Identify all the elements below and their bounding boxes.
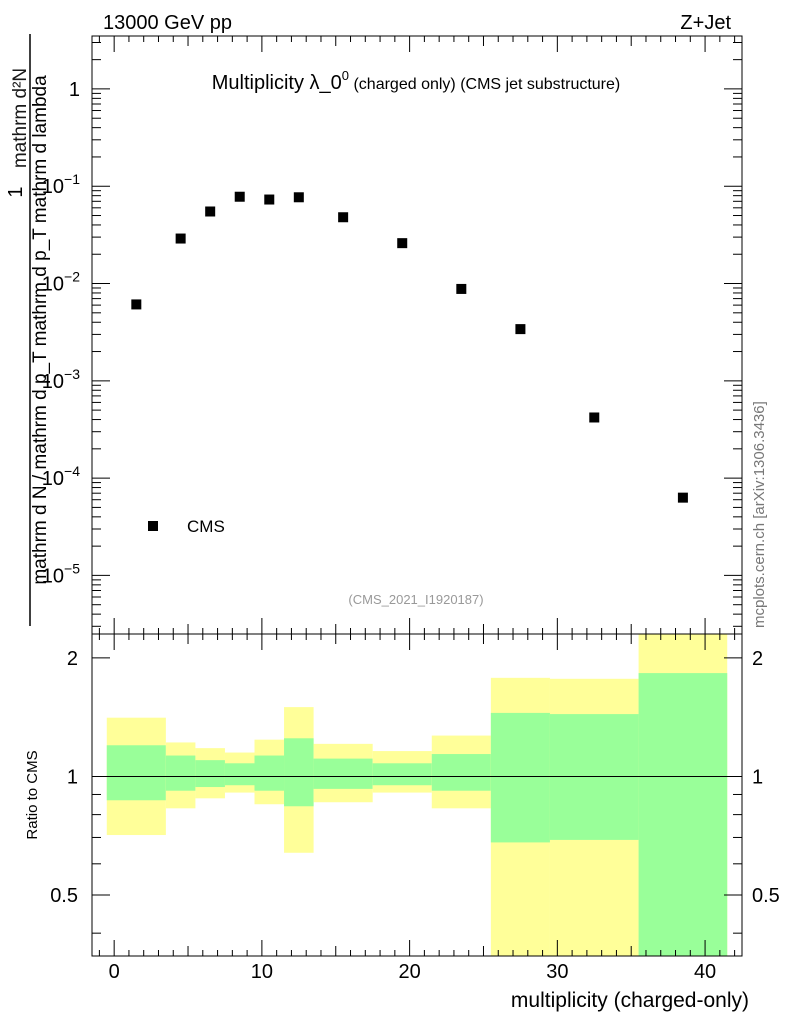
data-point-cms <box>205 206 216 217</box>
legend-marker <box>148 521 158 531</box>
main-x-ticks <box>98 36 736 634</box>
data-point-cms <box>338 212 349 223</box>
ratio-band-inner <box>224 763 255 786</box>
x-tick-label: 30 <box>546 961 568 983</box>
main-title-superscript: 0 <box>342 68 349 83</box>
data-point-cms <box>515 324 526 335</box>
ratio-panel: 2 2 1 1 0.5 0.5 0 10 20 30 40 Ratio to CMS multip… <box>24 633 780 1012</box>
ratio-x-ticks: 0 10 20 30 40 <box>98 634 736 983</box>
ratio-frame <box>91 633 743 957</box>
x-axis-label: multiplicity (charged-only) <box>511 989 749 1012</box>
data-point-cms <box>293 192 304 203</box>
main-y-label-inner-top: mathrm d²N <box>10 68 31 168</box>
ratio-y-axis-label: Ratio to CMS <box>24 750 41 839</box>
x-tick-label: 40 <box>694 961 716 983</box>
ratio-band-inner <box>106 745 166 801</box>
main-y-tick-label: 10−2 <box>42 269 80 296</box>
ratio-y-tick-label-left: 1 <box>67 766 78 788</box>
main-y-tick-exponent: −5 <box>64 560 80 576</box>
ratio-band-inner <box>284 738 314 807</box>
data-point-cms <box>589 412 600 423</box>
ratio-band-inner <box>638 673 728 956</box>
main-y-tick-base: 10 <box>42 176 64 198</box>
ratio-y-ticks: 2 2 1 1 0.5 0.5 <box>50 648 780 934</box>
main-y-ticks: 110−110−210−310−410−5 <box>42 42 742 627</box>
x-tick-label: 20 <box>398 961 420 983</box>
watermark: (CMS_2021_I1920187) <box>348 592 483 607</box>
ratio-band-inner <box>165 755 196 791</box>
main-y-tick-base: 10 <box>42 274 64 296</box>
ratio-band-inner <box>372 763 432 786</box>
x-tick-label: 10 <box>251 961 273 983</box>
main-data-points <box>131 191 688 503</box>
data-point-cms <box>131 299 142 310</box>
ratio-y-tick-label-right: 1 <box>752 766 763 788</box>
header-process-label: Z+Jet <box>680 12 731 34</box>
main-y-tick-exponent: −1 <box>64 171 80 187</box>
ratio-band-inner <box>490 712 550 843</box>
data-point-cms <box>234 191 245 202</box>
data-point-cms <box>397 238 408 249</box>
main-title: Multiplicity λ_00 (charged only) (CMS je… <box>212 68 620 94</box>
ratio-band-inner <box>431 754 491 791</box>
ratio-band-inner <box>254 755 285 791</box>
main-y-tick-base: 10 <box>42 371 64 393</box>
main-y-tick-exponent: −3 <box>64 366 80 382</box>
main-frame <box>91 35 743 635</box>
header-energy-label: 13000 GeV pp <box>103 12 232 34</box>
main-panel: Multiplicity λ_00 (charged only) (CMS je… <box>5 34 743 635</box>
data-point-cms <box>175 233 186 244</box>
main-y-tick-label: 10−4 <box>42 463 80 490</box>
main-y-axis-label: 1 mathrm d N / mathrm d p_T mathrm d p_T… <box>5 34 51 626</box>
main-y-label-denominator: mathrm d N / mathrm d p_T mathrm d p_T m… <box>30 75 51 585</box>
main-y-tick-exponent: −4 <box>64 463 80 479</box>
main-y-tick-label: 1 <box>69 79 80 101</box>
main-title-subtitle: (charged only) (CMS jet substructure) <box>349 76 620 93</box>
ratio-y-tick-label-right: 0.5 <box>752 885 780 907</box>
main-y-tick-base: 10 <box>42 565 64 587</box>
data-point-cms <box>677 492 688 503</box>
ratio-bands <box>106 634 728 956</box>
legend-label: CMS <box>187 517 225 536</box>
ratio-y-tick-label-right: 2 <box>752 648 763 670</box>
main-y-tick-exponent: −2 <box>64 269 80 285</box>
main-title-text: Multiplicity λ_0 <box>212 72 342 94</box>
ratio-band-inner <box>313 758 373 789</box>
source-label: mcplots.cern.ch [arXiv:1306.3436] <box>751 401 768 628</box>
data-point-cms <box>456 283 467 294</box>
main-y-tick-label: 10−5 <box>42 560 80 587</box>
legend: CMS <box>148 517 225 536</box>
x-tick-label: 0 <box>109 961 120 983</box>
ratio-y-tick-label-left: 0.5 <box>50 885 78 907</box>
main-y-tick-label: 10−1 <box>42 171 80 198</box>
ratio-band-inner <box>195 760 225 788</box>
data-point-cms <box>264 194 275 205</box>
main-y-tick-label: 10−3 <box>42 366 80 393</box>
ratio-y-tick-label-left: 2 <box>67 648 78 670</box>
main-y-label-numerator: 1 <box>5 186 27 197</box>
ratio-band-inner <box>549 714 639 840</box>
main-y-tick-base: 10 <box>42 468 64 490</box>
